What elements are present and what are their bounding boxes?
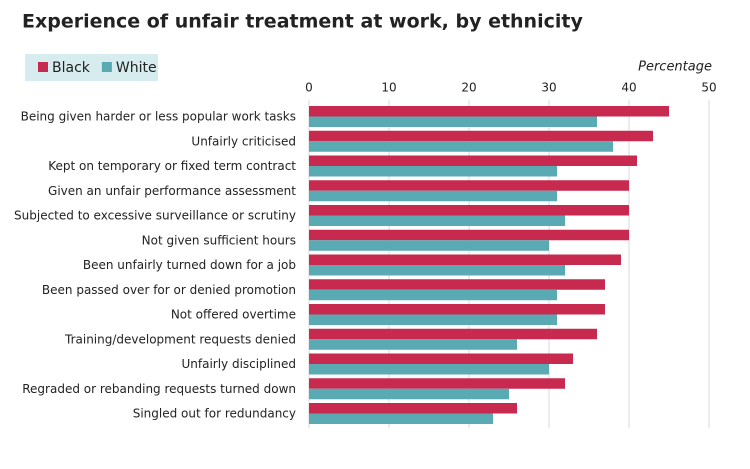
y-tick-label: Unfairly criticised (191, 134, 296, 148)
bar (309, 339, 517, 350)
bar (309, 141, 613, 152)
legend-swatch (38, 62, 48, 72)
bar (309, 364, 549, 375)
y-tick-label: Unfairly disciplined (181, 357, 296, 371)
bar (309, 289, 557, 301)
y-tick-label: Been unfairly turned down for a job (83, 258, 296, 272)
x-tick-label: 20 (461, 81, 476, 95)
bar (309, 215, 565, 226)
legend-swatch (101, 62, 112, 72)
x-tick-label: 50 (701, 81, 716, 95)
bar (309, 378, 565, 389)
y-tick-label: Regraded or rebanding requests turned do… (22, 382, 296, 396)
y-tick-label: Not given sufficient hours (142, 233, 296, 247)
x-axis-label: Percentage (638, 60, 712, 75)
bar (309, 155, 637, 166)
legend-label: Black (52, 60, 91, 76)
y-tick-label: Given an unfair performance assessment (48, 184, 296, 198)
y-tick-label: Not offered overtime (171, 308, 296, 322)
bar (309, 229, 629, 241)
bar (309, 254, 621, 265)
bar (309, 265, 565, 276)
bar (309, 190, 557, 202)
bar (309, 180, 629, 191)
bar (309, 240, 549, 251)
x-tick-label: 40 (621, 81, 636, 95)
bar (309, 403, 517, 414)
bar (309, 205, 629, 216)
y-tick-label: Kept on temporary or fixed term contract (48, 159, 296, 173)
bar (309, 388, 509, 400)
legend-label: White (116, 60, 157, 76)
y-tick-label: Being given harder or less popular work … (21, 110, 296, 124)
y-tick-label: Singled out for redundancy (133, 407, 296, 421)
x-tick-label: 30 (541, 81, 556, 95)
x-tick-label: 10 (381, 81, 396, 95)
bar (309, 353, 573, 364)
chart-title: Experience of unfair treatment at work, … (22, 11, 583, 33)
bar (309, 279, 605, 290)
bar (309, 304, 605, 315)
bar (309, 166, 557, 177)
bar (309, 116, 597, 127)
y-tick-label: Training/development requests denied (64, 332, 296, 346)
y-tick-label: Subjected to excessive surveillance or s… (14, 209, 296, 223)
y-tick-label: Been passed over for or denied promotion (42, 283, 296, 297)
bar (309, 106, 669, 117)
bar (309, 130, 653, 142)
x-tick-label: 0 (305, 81, 313, 95)
bar (309, 413, 493, 424)
bar (309, 314, 557, 325)
bar (309, 328, 597, 340)
